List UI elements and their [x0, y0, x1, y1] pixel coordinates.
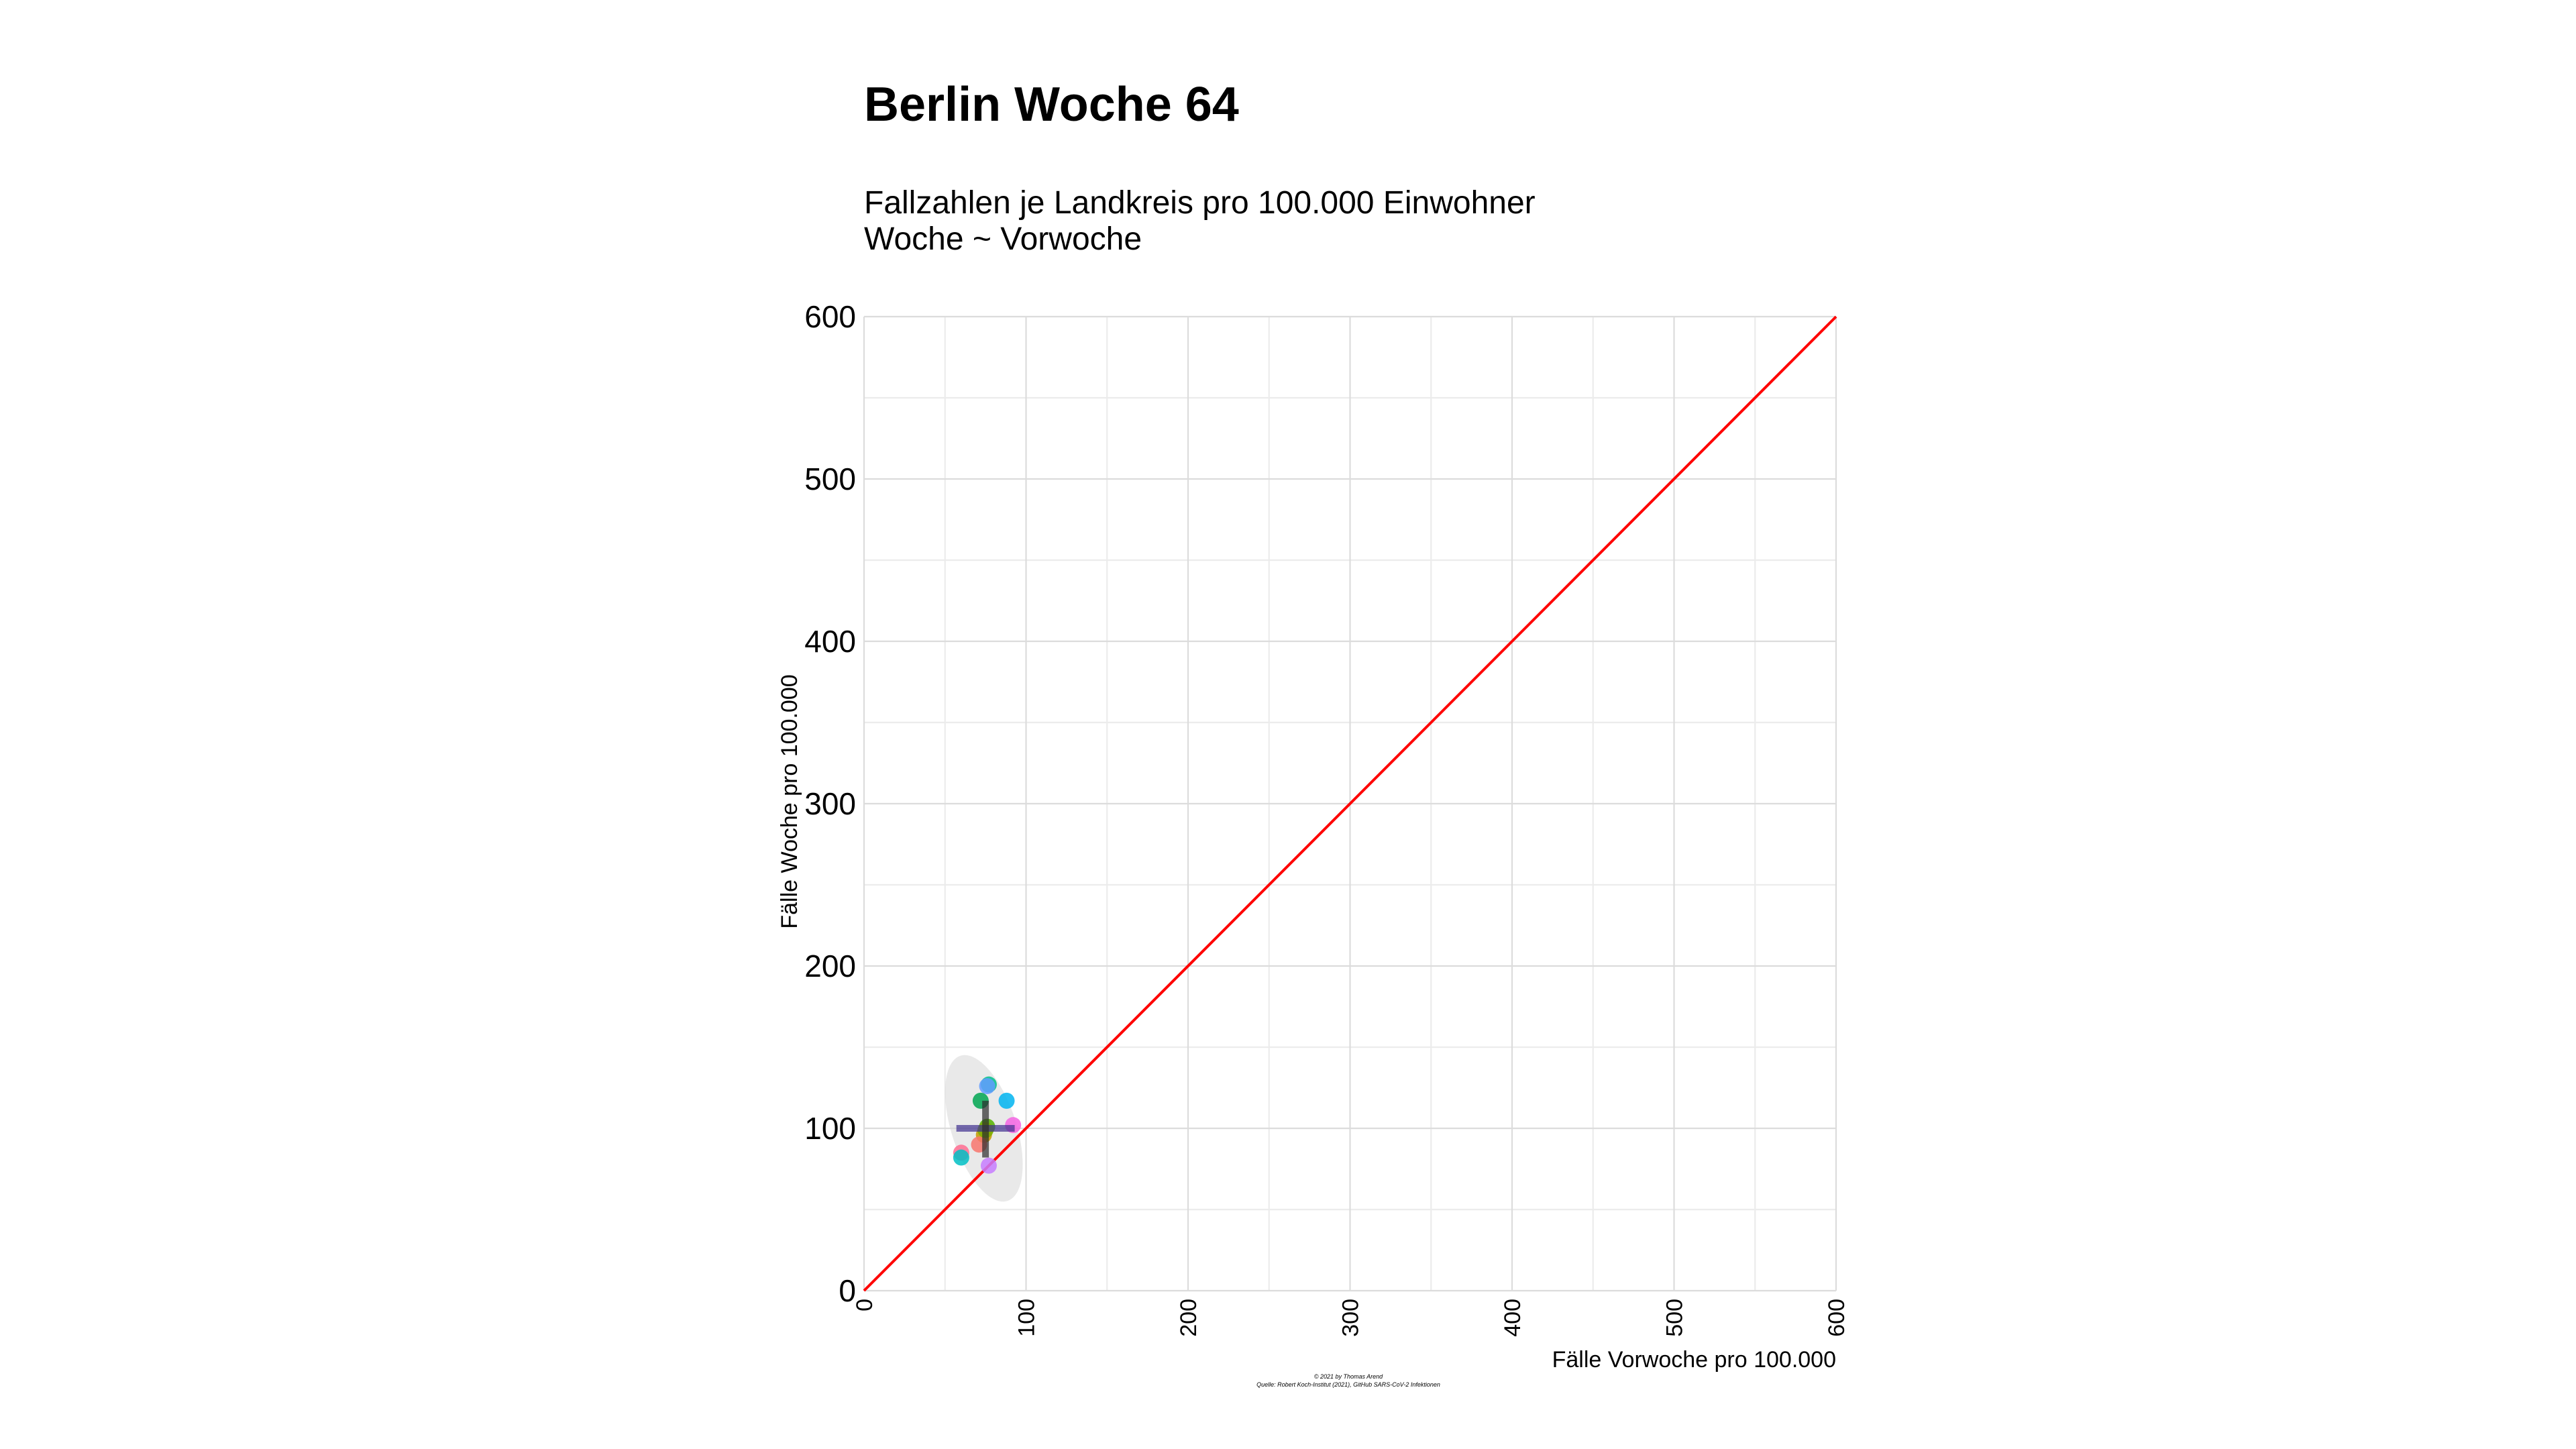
- y-tick-label: 0: [839, 1273, 856, 1308]
- x-axis-ticks: 0 100 200 300 400 500 600: [852, 1299, 1849, 1337]
- x-tick-label: 400: [1500, 1299, 1525, 1337]
- x-tick-label: 500: [1662, 1299, 1688, 1337]
- data-point: [980, 1157, 997, 1174]
- data-point: [998, 1092, 1015, 1109]
- chart-subtitle-line-2: Woche ~ Vorwoche: [864, 221, 1142, 257]
- x-tick-label: 0: [852, 1299, 877, 1311]
- y-tick-label: 200: [804, 949, 856, 983]
- y-tick-label: 300: [804, 786, 856, 821]
- x-tick-label: 600: [1824, 1299, 1849, 1337]
- y-tick-label: 600: [804, 299, 856, 334]
- caption-copyright: © 2021 by Thomas Arend: [1314, 1373, 1383, 1380]
- y-tick-label: 500: [804, 462, 856, 496]
- data-point: [979, 1078, 996, 1095]
- reference-line: [863, 315, 1837, 1292]
- y-axis-title: Fälle Woche pro 100.000: [777, 674, 802, 928]
- chart-title: Berlin Woche 64: [864, 78, 1239, 131]
- y-tick-label: 100: [804, 1111, 856, 1146]
- grid: [863, 315, 1837, 1292]
- x-axis-title: Fälle Vorwoche pro 100.000: [1552, 1347, 1836, 1373]
- caption-source: Quelle: Robert Koch-Institut (2021), Git…: [1256, 1381, 1440, 1388]
- x-tick-label: 300: [1338, 1299, 1364, 1337]
- x-tick-label: 100: [1014, 1299, 1040, 1337]
- mean-cross-layer: [956, 1100, 1015, 1158]
- x-tick-label: 200: [1176, 1299, 1201, 1337]
- chart-subtitle-line-1: Fallzahlen je Landkreis pro 100.000 Einw…: [864, 185, 1536, 221]
- y-tick-label: 400: [804, 624, 856, 659]
- data-point: [953, 1149, 969, 1166]
- reference-line-layer: [863, 315, 1837, 1292]
- y-axis-ticks: 0 100 200 300 400 500 600: [804, 299, 856, 1308]
